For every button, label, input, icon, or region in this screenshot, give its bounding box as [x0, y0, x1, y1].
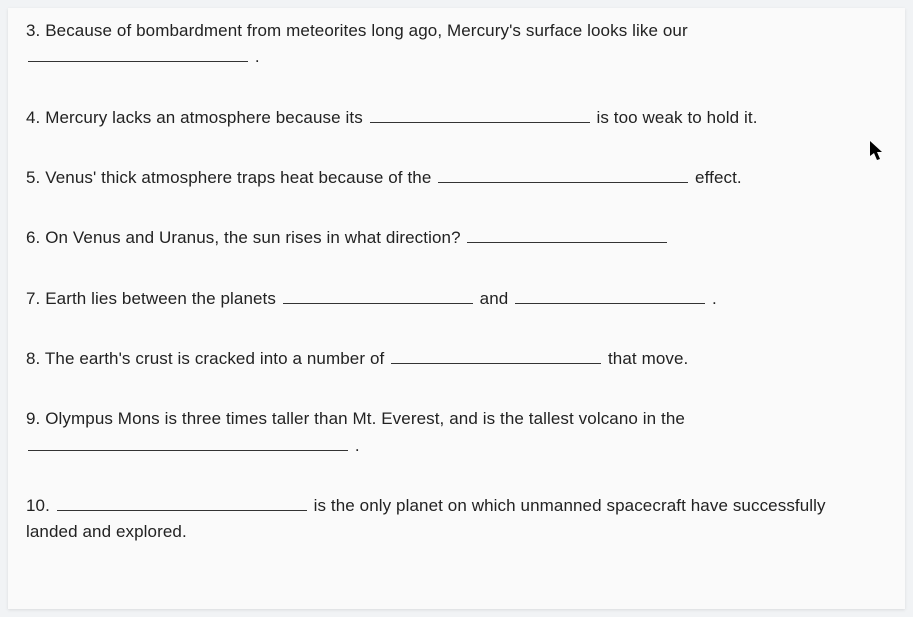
fill-blank[interactable] [28, 45, 248, 62]
question-number: 4. [26, 108, 40, 127]
question-text-end: . [355, 436, 360, 455]
fill-blank[interactable] [467, 226, 667, 243]
fill-blank[interactable] [283, 287, 473, 304]
question-text-end: that move. [608, 349, 688, 368]
question-number: 3. [26, 21, 40, 40]
question-number: 8. [26, 349, 40, 368]
question-text-end: effect. [695, 168, 742, 187]
question-5: 5. Venus' thick atmosphere traps heat be… [26, 165, 881, 191]
worksheet-sheet: 3. Because of bombardment from meteorite… [8, 8, 905, 609]
question-text-end: . [255, 47, 260, 66]
question-number: 6. [26, 228, 40, 247]
question-number: 10. [26, 496, 50, 515]
question-10: 10. is the only planet on which unmanned… [26, 493, 881, 546]
question-text-end: . [712, 289, 717, 308]
question-text: The earth's crust is cracked into a numb… [45, 349, 384, 368]
fill-blank[interactable] [438, 166, 688, 183]
question-number: 7. [26, 289, 40, 308]
question-text-mid: and [480, 289, 509, 308]
question-text: Venus' thick atmosphere traps heat becau… [45, 168, 431, 187]
question-3: 3. Because of bombardment from meteorite… [26, 18, 881, 71]
fill-blank[interactable] [370, 106, 590, 123]
fill-blank[interactable] [28, 434, 348, 451]
question-9: 9. Olympus Mons is three times taller th… [26, 406, 881, 459]
question-text: Olympus Mons is three times taller than … [45, 409, 685, 428]
question-text: Because of bombardment from meteorites l… [45, 21, 688, 40]
question-number: 5. [26, 168, 40, 187]
question-7: 7. Earth lies between the planets and . [26, 286, 881, 312]
question-number: 9. [26, 409, 40, 428]
question-text: Earth lies between the planets [45, 289, 276, 308]
question-text-end: is too weak to hold it. [596, 108, 757, 127]
fill-blank[interactable] [57, 494, 307, 511]
question-4: 4. Mercury lacks an atmosphere because i… [26, 105, 881, 131]
question-text: Mercury lacks an atmosphere because its [45, 108, 363, 127]
fill-blank[interactable] [515, 287, 705, 304]
fill-blank[interactable] [391, 347, 601, 364]
question-text: On Venus and Uranus, the sun rises in wh… [45, 228, 460, 247]
question-6: 6. On Venus and Uranus, the sun rises in… [26, 225, 881, 251]
question-8: 8. The earth's crust is cracked into a n… [26, 346, 881, 372]
